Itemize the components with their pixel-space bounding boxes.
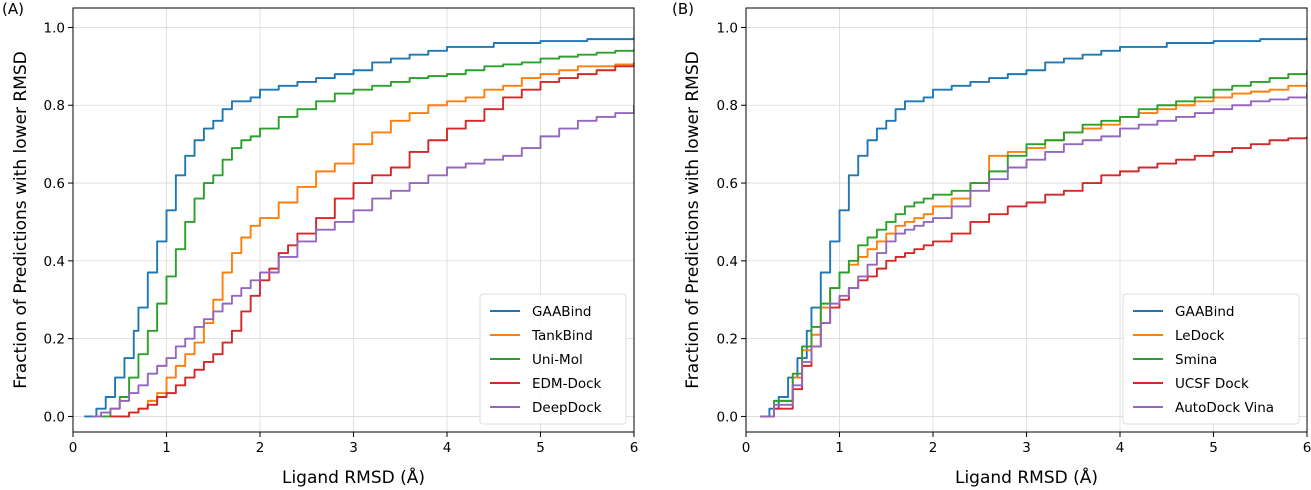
panel-label: (B) [672,0,694,18]
legend-label-deepdock: DeepDock [532,400,602,416]
chart-panel-b: 0 1 2 3 4 5 6 0.0 0.2 0.4 0.6 0.8 1.0 Ligand RMSD (Å)… [672,0,1311,488]
y-axis-label: Fraction of Predictions with lower RMSD [683,51,703,388]
legend-label-uni-mol: Uni-Mol [532,352,583,368]
y-tick-label: 1.0 [717,20,738,36]
x-tick-label: 4 [443,440,452,456]
x-tick-label: 4 [1116,440,1125,456]
x-tick-label: 3 [349,440,358,456]
legend-frame [1122,293,1300,425]
x-axis-label: Ligand RMSD (Å) [282,466,425,488]
legend: GAABind TankBind Uni-Mol EDM-Dock DeepDock [479,293,627,425]
series-line-deepdock [91,105,634,418]
y-tick-label: 1.0 [44,20,65,36]
series-line-gaabind [84,37,634,418]
series-line-ucsf-dock [760,136,1307,418]
legend-label-ledock: LeDock [1175,328,1225,344]
x-tick-label: 5 [536,440,545,456]
legend-frame [479,293,627,425]
series-line-autodock-vina [760,93,1307,418]
x-tick-label: 6 [630,440,639,456]
chart-panel-a: 0 1 2 3 4 5 6 0.0 0.2 0.4 0.6 0.8 1.0 Ligand RMSD (Å)… [2,0,638,488]
legend-label-edm-dock: EDM-Dock [532,376,602,392]
y-tick-label: 0.8 [717,98,738,114]
x-tick-label: 0 [69,440,78,456]
y-tick-label: 0.6 [717,176,738,192]
x-tick-label: 5 [1209,440,1218,456]
x-axis-label: Ligand RMSD (Å) [955,466,1098,488]
series-group [760,37,1307,418]
legend-label-smina: Smina [1175,352,1217,368]
y-tick-label: 0.4 [44,254,65,270]
legend-label-tankbind: TankBind [531,328,593,344]
y-tick-label: 0.6 [44,176,65,192]
panel-label: (A) [2,0,24,18]
series-group [84,37,634,418]
series-line-tankbind [119,62,634,418]
x-tick-label: 2 [256,440,265,456]
legend-label-gaabind: GAABind [532,304,591,320]
y-axis-label: Fraction of Predictions with lower RMSD [11,51,31,388]
y-tick-label: 0.8 [44,98,65,114]
x-tick-label: 3 [1022,440,1031,456]
y-tick-label: 0.0 [44,409,65,425]
x-tick-label: 6 [1303,440,1311,456]
legend-label-ucsf-dock: UCSF Dock [1175,376,1249,392]
legend: GAABind LeDock Smina UCSF Dock AutoDock Vina [1122,293,1300,425]
y-tick-label: 0.2 [44,332,65,348]
x-tick-label: 2 [929,440,938,456]
y-tick-label: 0.4 [717,254,738,270]
legend-label-gaabind: GAABind [1175,304,1234,320]
y-tick-label: 0.2 [717,332,738,348]
series-line-uni-mol [101,48,634,418]
y-tick-label: 0.0 [717,409,738,425]
x-tick-label: 1 [835,440,844,456]
x-tick-label: 0 [742,440,751,456]
legend-label-autodock-vina: AutoDock Vina [1175,400,1274,416]
x-tick-label: 1 [162,440,171,456]
